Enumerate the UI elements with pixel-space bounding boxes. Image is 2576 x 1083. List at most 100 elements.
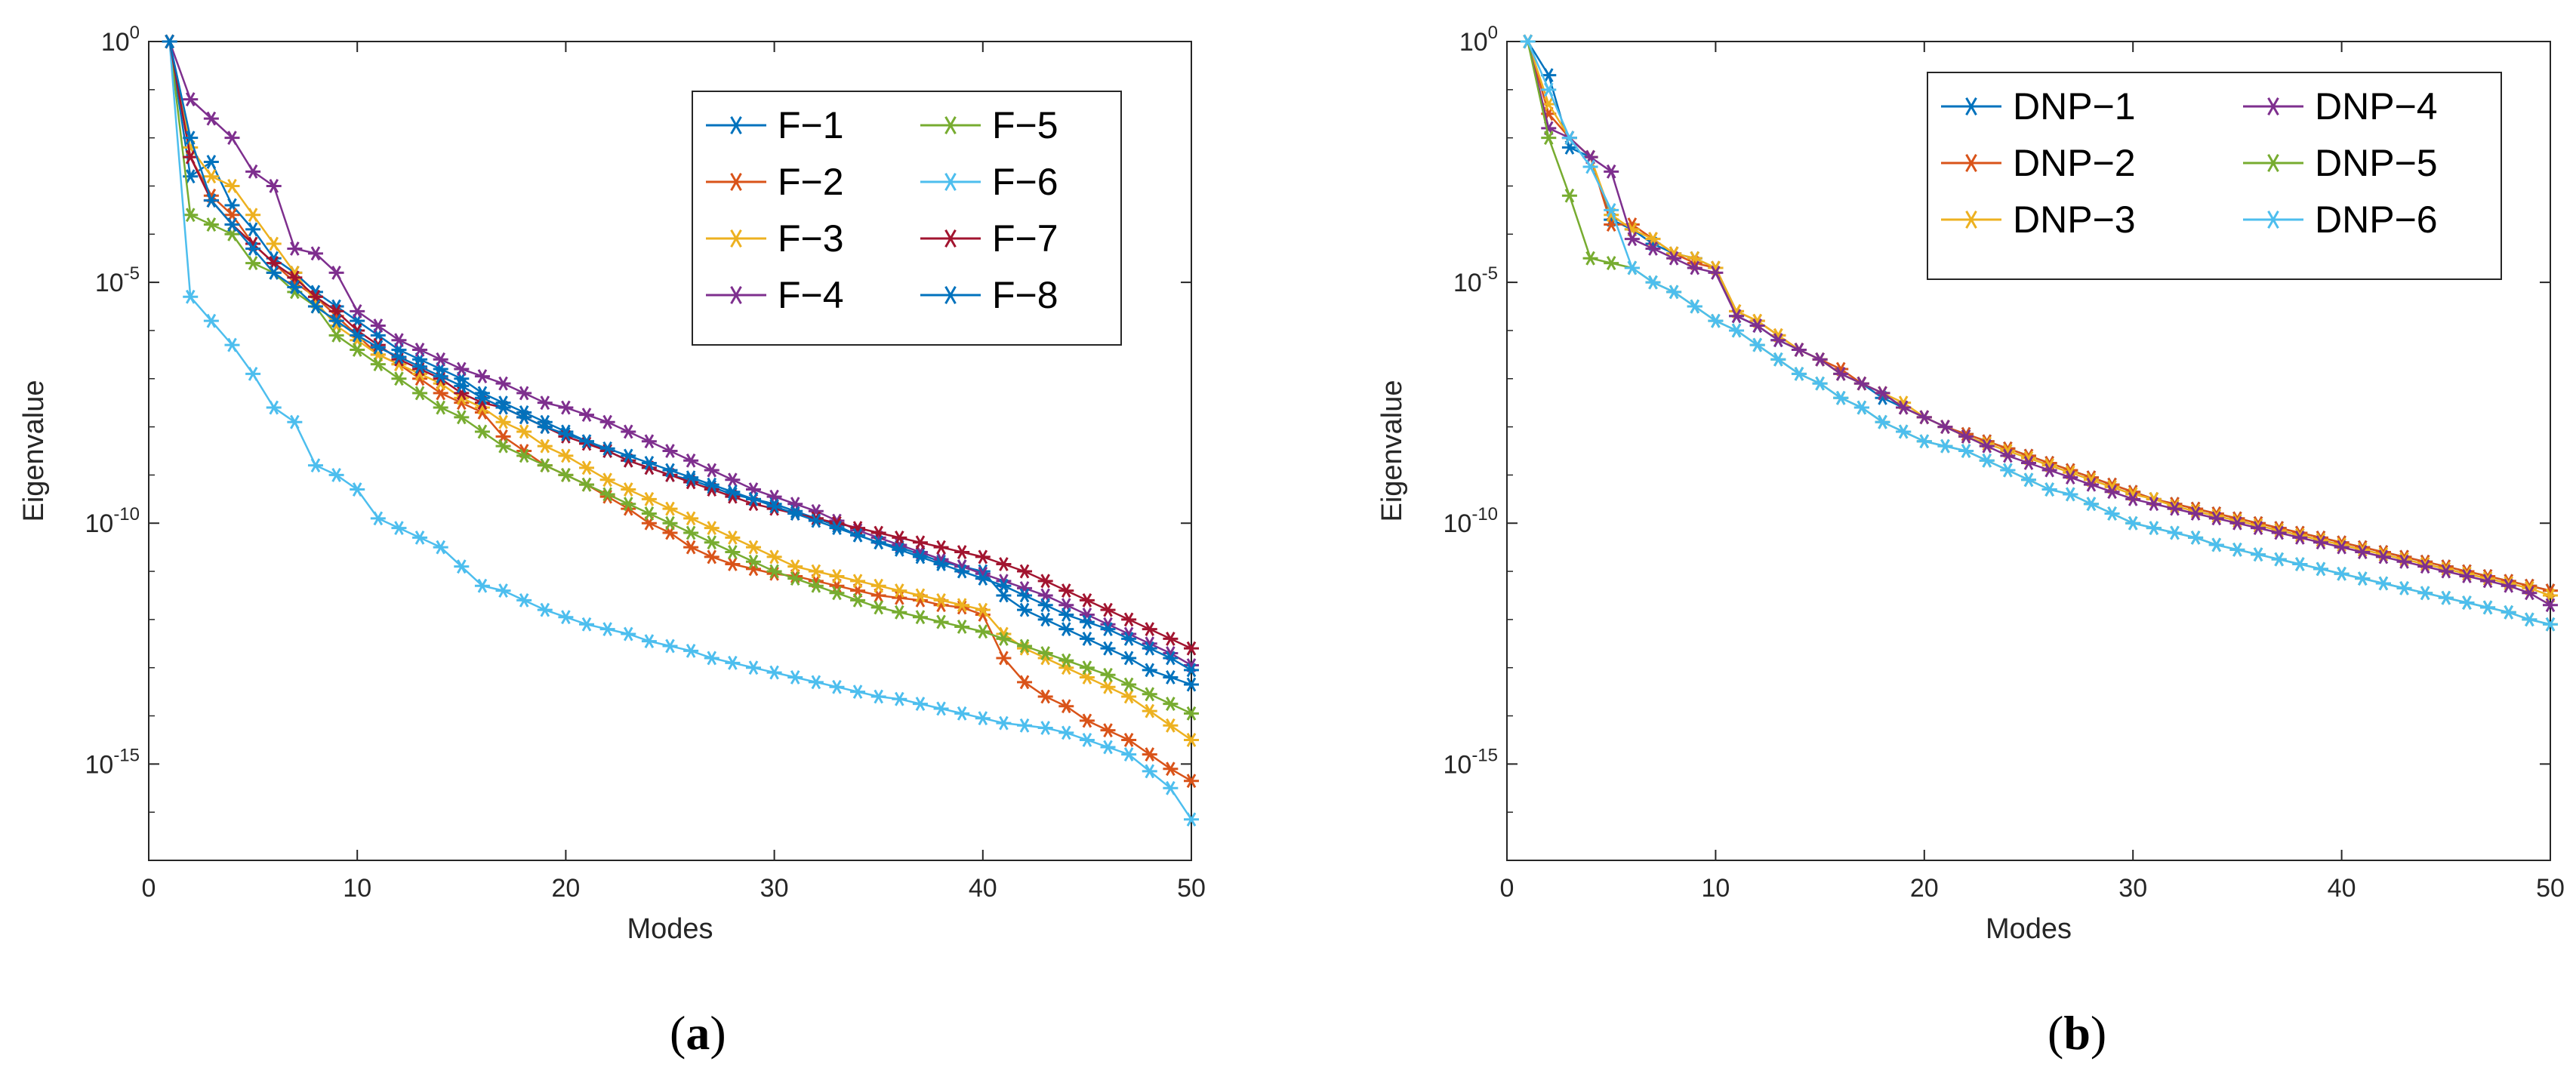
data-point — [516, 410, 532, 425]
data-point — [287, 280, 303, 294]
data-point — [1142, 641, 1157, 656]
data-point — [725, 545, 741, 559]
data-point — [2188, 506, 2204, 521]
x-tick-label: 50 — [2536, 874, 2565, 903]
data-point — [2041, 463, 2057, 478]
data-point — [245, 366, 261, 381]
data-point — [2125, 515, 2141, 531]
legend-marker — [941, 229, 960, 248]
data-point — [495, 583, 511, 598]
series-6 — [1520, 34, 2558, 632]
data-point — [870, 578, 886, 593]
data-point — [370, 357, 386, 372]
data-point — [2167, 525, 2183, 540]
data-point — [2292, 530, 2308, 545]
data-point — [245, 208, 261, 223]
data-point — [2083, 477, 2099, 492]
legend-item: F−3 — [706, 217, 844, 260]
data-point — [2334, 537, 2350, 552]
data-point — [912, 610, 928, 625]
data-point — [579, 617, 595, 632]
data-point — [412, 530, 428, 545]
legend-marker — [726, 229, 746, 248]
data-point — [224, 217, 240, 232]
data-point — [892, 530, 907, 545]
data-point — [704, 651, 719, 666]
data-point — [996, 715, 1012, 731]
data-point — [2375, 576, 2391, 591]
data-point — [1916, 434, 1932, 449]
data-point — [1875, 386, 1890, 401]
y-tick-label: 10-5 — [1453, 263, 1498, 297]
data-point — [183, 149, 199, 165]
data-point — [2208, 537, 2224, 552]
series-line — [168, 41, 1192, 715]
data-point — [350, 482, 365, 497]
data-point — [2167, 499, 2183, 514]
data-point — [2438, 590, 2454, 605]
data-point — [2146, 521, 2162, 536]
data-point — [1604, 256, 1619, 270]
data-point — [495, 400, 511, 415]
data-point — [2480, 574, 2496, 589]
data-point — [370, 340, 386, 355]
data-point — [599, 472, 615, 488]
data-point — [850, 528, 866, 543]
legend-label: F−1 — [778, 104, 844, 146]
data-point — [2417, 557, 2433, 571]
x-tick-label: 40 — [969, 874, 997, 903]
series-line — [168, 41, 1192, 686]
data-point — [1017, 588, 1033, 603]
data-point — [307, 458, 323, 473]
data-point — [2271, 523, 2287, 538]
data-point — [1100, 723, 1116, 738]
data-point — [599, 441, 615, 456]
data-point — [996, 578, 1012, 593]
data-point — [641, 634, 657, 649]
data-point — [2229, 515, 2245, 531]
data-point — [662, 444, 678, 458]
data-point — [1058, 699, 1074, 714]
data-point — [704, 463, 719, 478]
data-point — [454, 362, 470, 377]
data-point — [2292, 557, 2308, 571]
data-point — [621, 448, 636, 463]
data-point — [850, 685, 866, 700]
data-point — [2417, 586, 2433, 601]
data-point — [1708, 265, 1724, 280]
data-point — [412, 386, 428, 401]
data-point — [183, 208, 199, 223]
data-point — [766, 665, 782, 680]
legend-marker — [941, 285, 960, 305]
data-point — [1163, 670, 1179, 685]
data-point — [2104, 506, 2120, 521]
data-point — [766, 564, 782, 579]
y-tick-label: 10-10 — [1443, 504, 1498, 538]
data-point — [1017, 718, 1033, 733]
data-point — [1079, 614, 1095, 629]
data-point — [829, 569, 845, 583]
data-point — [1037, 721, 1053, 735]
data-point — [1121, 733, 1137, 747]
data-point — [599, 622, 615, 637]
data-point — [2501, 576, 2516, 591]
data-point — [245, 164, 261, 179]
data-point — [350, 328, 365, 343]
data-point — [1624, 232, 1640, 247]
data-point — [1121, 612, 1137, 627]
data-point — [892, 542, 907, 557]
data-point — [224, 337, 240, 352]
data-point — [1142, 703, 1157, 718]
data-point — [766, 549, 782, 565]
data-point — [1079, 660, 1095, 675]
legend-marker — [2263, 97, 2283, 116]
data-point — [641, 456, 657, 470]
y-tick-label: 10-10 — [85, 504, 140, 538]
legend-marker — [941, 115, 960, 135]
data-point — [2417, 559, 2433, 574]
legend-marker — [1961, 153, 1981, 173]
data-point — [1121, 677, 1137, 692]
data-point — [641, 506, 657, 521]
data-point — [1058, 725, 1074, 740]
data-point — [1037, 689, 1053, 704]
